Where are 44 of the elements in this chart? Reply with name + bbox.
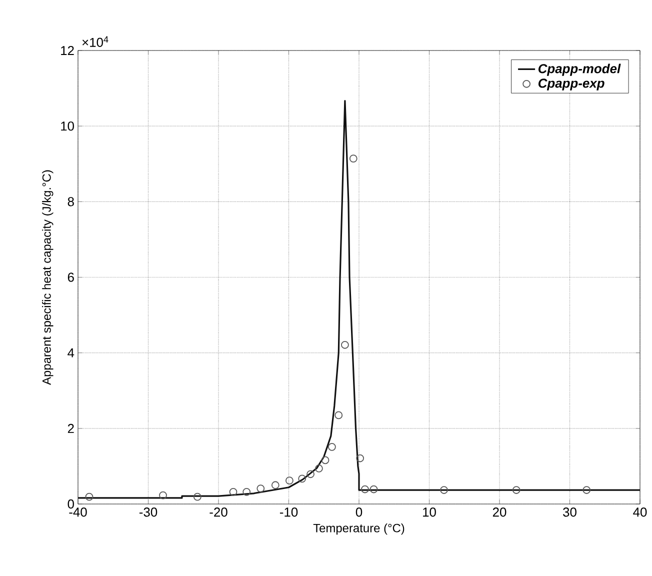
y-tick-label: 4 xyxy=(68,348,74,358)
x-tick-label: -40 xyxy=(69,508,87,517)
line-series xyxy=(78,100,640,499)
point xyxy=(356,454,364,462)
point xyxy=(334,411,343,420)
point xyxy=(159,491,167,500)
x-tick-label: 20 xyxy=(492,508,506,517)
y-axis-title: Apparent specific heat capacity (J/kg.°C) xyxy=(42,170,54,385)
point xyxy=(229,488,238,496)
point xyxy=(306,470,314,478)
y-tick-label: 10 xyxy=(61,121,74,131)
point xyxy=(349,154,358,163)
x-tick-label: -30 xyxy=(139,508,158,517)
y-tick-label: 12 xyxy=(61,46,74,56)
y-tick-label: 8 xyxy=(68,197,74,206)
point xyxy=(582,486,591,494)
point xyxy=(85,492,94,501)
point xyxy=(512,486,520,494)
x-tick-label: 10 xyxy=(423,508,436,517)
x-tick-label: 30 xyxy=(563,508,576,517)
y-tick-label: 6 xyxy=(68,272,74,282)
point xyxy=(370,485,378,494)
point xyxy=(256,484,265,492)
legend-label: Cpapp-exp xyxy=(538,78,604,90)
x-tick-label: -20 xyxy=(210,508,228,517)
point xyxy=(440,486,448,494)
x-tick-label: 0 xyxy=(356,508,362,517)
point xyxy=(328,442,336,451)
point xyxy=(193,492,202,501)
x-axis-title: Temperature (°C) xyxy=(313,524,404,535)
text: ×10$^{4}$ xyxy=(82,36,108,47)
y-tick-label: 0 xyxy=(68,499,74,509)
x-tick-label: -10 xyxy=(280,508,298,517)
point xyxy=(242,488,251,496)
point xyxy=(361,485,369,494)
point xyxy=(271,481,280,490)
x-tick-label: 40 xyxy=(633,508,647,517)
point xyxy=(321,456,330,464)
point xyxy=(298,474,306,483)
point xyxy=(341,340,349,349)
point xyxy=(286,476,294,485)
legend-label: Cpapp-model xyxy=(538,64,621,76)
y-tick-label: 2 xyxy=(68,424,74,433)
point xyxy=(315,464,323,472)
